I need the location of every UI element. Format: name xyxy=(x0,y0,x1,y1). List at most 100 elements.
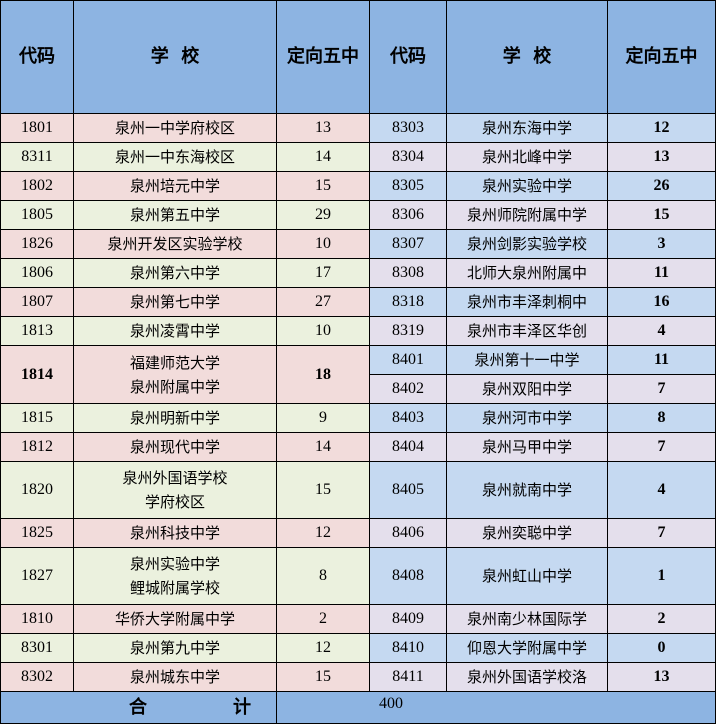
school-code: 8406 xyxy=(369,518,447,548)
quota-count: 15 xyxy=(276,461,370,519)
total-label-2: 计 xyxy=(233,696,251,718)
quota-count: 1 xyxy=(607,547,716,605)
school-name-line: 泉州开发区实验学校 xyxy=(107,235,243,253)
school-code: 8409 xyxy=(369,604,447,634)
school-name-line: 泉州一中学府校区 xyxy=(114,119,235,137)
quota-count: 12 xyxy=(276,633,370,663)
header-school: 学 校 xyxy=(446,0,608,114)
header-quota: 定向五中 xyxy=(276,0,370,114)
school-name: 泉州河市中学 xyxy=(446,403,608,433)
school-code: 8301 xyxy=(0,633,74,663)
school-name-line: 泉州明新中学 xyxy=(129,409,220,427)
header-code: 代码 xyxy=(0,0,74,114)
table-row: 8301 泉州第九中学 12 8410 仰恩大学附属中学 0 xyxy=(0,633,716,663)
school-name: 泉州科技中学 xyxy=(73,518,277,548)
school-code: 1826 xyxy=(0,229,74,259)
school-name: 泉州第十一中学 xyxy=(446,345,608,375)
school-code: 1806 xyxy=(0,258,74,288)
school-name: 泉州师院附属中学 xyxy=(446,200,608,230)
quota-count: 11 xyxy=(607,345,716,375)
total-label-1: 合 xyxy=(129,696,147,718)
table-row: 1814 福建师范大学 泉州附属中学 18 8401 泉州第十一中学 11 xyxy=(0,345,716,404)
school-name: 仰恩大学附属中学 xyxy=(446,633,608,663)
table-row: 1815 泉州明新中学 9 8403 泉州河市中学 8 xyxy=(0,403,716,433)
school-name: 泉州城东中学 xyxy=(73,662,277,692)
quota-count: 3 xyxy=(607,229,716,259)
quota-count: 10 xyxy=(276,229,370,259)
school-name: 泉州第五中学 xyxy=(73,200,277,230)
quota-count: 7 xyxy=(607,518,716,548)
school-code: 1812 xyxy=(0,432,74,462)
total-row: 合 计 400 xyxy=(0,691,716,724)
table-row: 1802 泉州培元中学 15 8305 泉州实验中学 26 xyxy=(0,171,716,201)
table-row: 1801 泉州一中学府校区 13 8303 泉州东海中学 12 xyxy=(0,113,716,143)
school-name: 泉州一中东海校区 xyxy=(73,142,277,172)
school-name-line: 泉州现代中学 xyxy=(129,438,220,456)
school-name: 泉州市丰泽刺桐中 xyxy=(446,287,608,317)
school-name-line: 鲤城附属学校 xyxy=(129,579,220,597)
quota-count: 2 xyxy=(276,604,370,634)
school-name: 泉州实验中学 xyxy=(446,171,608,201)
school-code: 8404 xyxy=(369,432,447,462)
table-row: 1810 华侨大学附属中学 2 8409 泉州南少林国际学 2 xyxy=(0,604,716,634)
table-row: 8302 泉州城东中学 15 8411 泉州外国语学校洛 13 xyxy=(0,662,716,692)
table-row: 1812 泉州现代中学 14 8404 泉州马甲中学 7 xyxy=(0,432,716,462)
school-code: 8302 xyxy=(0,662,74,692)
school-code: 1825 xyxy=(0,518,74,548)
quota-count: 15 xyxy=(607,200,716,230)
header-code: 代码 xyxy=(369,0,447,114)
school-name-line: 泉州科技中学 xyxy=(129,524,220,542)
school-name: 泉州开发区实验学校 xyxy=(73,229,277,259)
school-code: 8303 xyxy=(369,113,447,143)
school-name: 北师大泉州附属中 xyxy=(446,258,608,288)
school-name-line: 泉州外国语学校 xyxy=(122,469,228,487)
table-row: 8311 泉州一中东海校区 14 8304 泉州北峰中学 13 xyxy=(0,142,716,172)
school-name: 泉州凌霄中学 xyxy=(73,316,277,346)
school-name: 泉州马甲中学 xyxy=(446,432,608,462)
table-row: 1826 泉州开发区实验学校 10 8307 泉州剑影实验学校 3 xyxy=(0,229,716,259)
school-code: 1815 xyxy=(0,403,74,433)
quota-count: 26 xyxy=(607,171,716,201)
school-name-line: 泉州凌霄中学 xyxy=(129,322,220,340)
school-name-line: 学府校区 xyxy=(144,493,205,511)
quota-count: 4 xyxy=(607,461,716,519)
school-name: 泉州虹山中学 xyxy=(446,547,608,605)
header-row: 代码 学 校 定向五中 代码 学 校 定向五中 xyxy=(0,0,716,114)
school-name: 泉州外国语学校 学府校区 xyxy=(73,461,277,519)
school-code: 8401 xyxy=(369,345,447,375)
school-name: 泉州南少林国际学 xyxy=(446,604,608,634)
quota-count: 13 xyxy=(607,662,716,692)
quota-count: 29 xyxy=(276,200,370,230)
quota-count: 27 xyxy=(276,287,370,317)
school-code: 1814 xyxy=(0,345,74,404)
quota-count: 0 xyxy=(607,633,716,663)
quota-count: 15 xyxy=(276,662,370,692)
quota-count: 16 xyxy=(607,287,716,317)
quota-count: 17 xyxy=(276,258,370,288)
school-code: 8308 xyxy=(369,258,447,288)
quota-count: 13 xyxy=(276,113,370,143)
school-name: 泉州外国语学校洛 xyxy=(446,662,608,692)
school-code: 1820 xyxy=(0,461,74,519)
school-name: 泉州明新中学 xyxy=(73,403,277,433)
school-name: 泉州奕聪中学 xyxy=(446,518,608,548)
quota-count: 14 xyxy=(276,432,370,462)
total-value: 400 xyxy=(276,691,716,724)
school-code: 8403 xyxy=(369,403,447,433)
school-name-line: 泉州第九中学 xyxy=(129,639,220,657)
school-name-line: 泉州第五中学 xyxy=(129,206,220,224)
quota-count: 7 xyxy=(607,374,716,404)
school-code: 8405 xyxy=(369,461,447,519)
school-name-line: 华侨大学附属中学 xyxy=(114,610,235,628)
school-name: 泉州东海中学 xyxy=(446,113,608,143)
school-code: 1802 xyxy=(0,171,74,201)
quota-count: 13 xyxy=(607,142,716,172)
school-code: 8311 xyxy=(0,142,74,172)
table-row: 1806 泉州第六中学 17 8308 北师大泉州附属中 11 xyxy=(0,258,716,288)
quota-count: 8 xyxy=(607,403,716,433)
header-school: 学 校 xyxy=(73,0,277,114)
school-name-line: 福建师范大学 xyxy=(129,353,220,372)
school-name: 华侨大学附属中学 xyxy=(73,604,277,634)
school-name: 泉州第七中学 xyxy=(73,287,277,317)
